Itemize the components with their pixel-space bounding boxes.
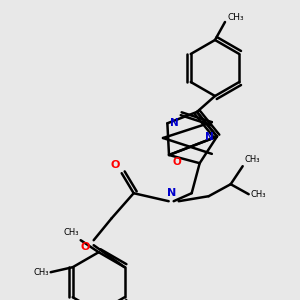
Text: N: N [167,188,176,198]
Text: N: N [170,118,179,128]
Text: O: O [172,157,181,167]
Text: O: O [80,242,90,252]
Text: O: O [110,160,120,170]
Text: CH₃: CH₃ [251,190,266,199]
Text: CH₃: CH₃ [33,268,49,277]
Text: N: N [205,132,214,142]
Text: CH₃: CH₃ [227,14,244,22]
Text: CH₃: CH₃ [63,228,79,237]
Text: CH₃: CH₃ [245,155,260,164]
